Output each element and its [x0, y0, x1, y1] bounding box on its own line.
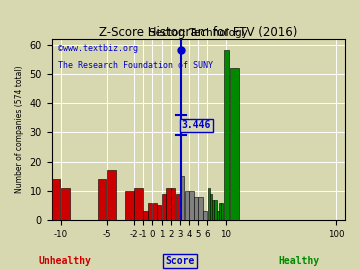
Bar [153, 202, 157, 220]
Bar [198, 197, 203, 220]
Bar [210, 194, 212, 220]
Bar [144, 211, 148, 220]
Text: 3.446: 3.446 [182, 120, 211, 130]
Text: Unhealthy: Unhealthy [39, 256, 91, 266]
Bar [194, 197, 198, 220]
Text: The Research Foundation of SUNY: The Research Foundation of SUNY [58, 60, 212, 70]
Bar [171, 188, 175, 220]
Bar [230, 68, 239, 220]
Bar [185, 191, 189, 220]
Bar [157, 205, 162, 220]
Bar [135, 188, 143, 220]
Bar [217, 211, 219, 220]
Bar [176, 194, 180, 220]
Bar [203, 211, 207, 220]
Bar [61, 188, 70, 220]
Bar [125, 191, 134, 220]
Bar [166, 188, 171, 220]
Bar [189, 191, 194, 220]
Bar [180, 176, 184, 220]
Bar [215, 200, 217, 220]
Text: ©www.textbiz.org: ©www.textbiz.org [58, 44, 138, 53]
Text: Sector: Technology: Sector: Technology [149, 28, 248, 38]
Text: Healthy: Healthy [278, 256, 319, 266]
Bar [224, 50, 229, 220]
Bar [219, 202, 221, 220]
Bar [212, 200, 214, 220]
Y-axis label: Number of companies (574 total): Number of companies (574 total) [15, 66, 24, 193]
Bar [208, 188, 210, 220]
Title: Z-Score Histogram for FTV (2016): Z-Score Histogram for FTV (2016) [99, 26, 297, 39]
Bar [107, 170, 116, 220]
Bar [148, 202, 152, 220]
Bar [221, 202, 224, 220]
Bar [98, 179, 106, 220]
Bar [52, 179, 60, 220]
Text: Score: Score [165, 256, 195, 266]
Bar [162, 194, 166, 220]
